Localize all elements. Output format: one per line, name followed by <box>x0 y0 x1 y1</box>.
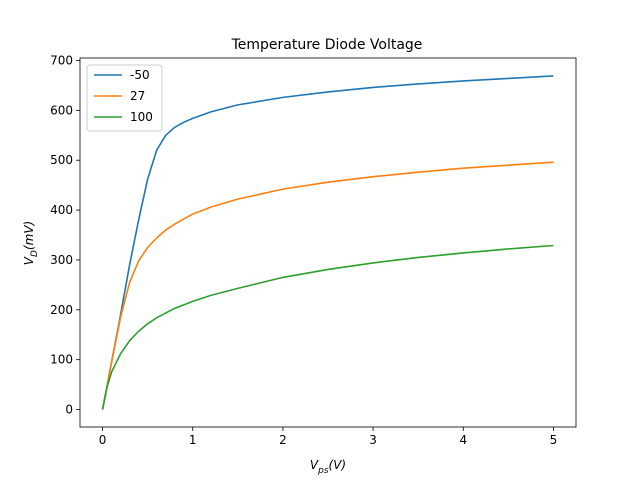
y-tick-label-5: 500 <box>50 153 73 167</box>
series-line-0 <box>101 75 554 410</box>
legend-frame <box>86 64 163 132</box>
series-line-1 <box>101 161 554 410</box>
y-tick-label-2: 200 <box>50 303 73 317</box>
x-tick-label-5: 5 <box>550 433 558 447</box>
y-tick-label-0: 0 <box>65 403 73 417</box>
x-axis-label-main: V <box>310 458 319 472</box>
series-line-2 <box>101 244 554 410</box>
legend-label-1: 27 <box>130 89 145 103</box>
y-tick-label-1: 100 <box>50 353 73 367</box>
x-tick-label-1: 1 <box>189 433 197 447</box>
legend-label-2: 100 <box>130 110 153 124</box>
x-axis-label-sub: ps <box>317 466 329 476</box>
y-axis-label: VD(mV) <box>22 221 40 265</box>
y-tick-label-7: 700 <box>50 53 73 67</box>
legend: -50 27 100 <box>86 64 163 132</box>
y-tick-label-4: 400 <box>50 203 73 217</box>
legend-label-0: -50 <box>130 68 150 82</box>
x-tick-label-4: 4 <box>459 433 467 447</box>
plot-area <box>101 75 554 410</box>
y-axis-label-sub: D <box>30 250 40 257</box>
chart-title: Temperature Diode Voltage <box>231 37 423 53</box>
y-tick-label-3: 300 <box>50 253 73 267</box>
x-axis-label-unit: (V) <box>329 458 347 472</box>
axes-frame <box>79 57 577 428</box>
x-tick-label-2: 2 <box>279 433 287 447</box>
axes-ticks: 0 1 2 3 4 5 0 100 200 300 400 500 600 700 <box>50 53 557 447</box>
y-tick-label-6: 600 <box>50 103 73 117</box>
x-tick-label-0: 0 <box>99 433 107 447</box>
y-axis-label-unit: (mV) <box>22 221 36 250</box>
x-tick-label-3: 3 <box>369 433 377 447</box>
y-axis-label-main: V <box>22 256 36 265</box>
x-axis-label: Vps(V) <box>310 458 346 476</box>
